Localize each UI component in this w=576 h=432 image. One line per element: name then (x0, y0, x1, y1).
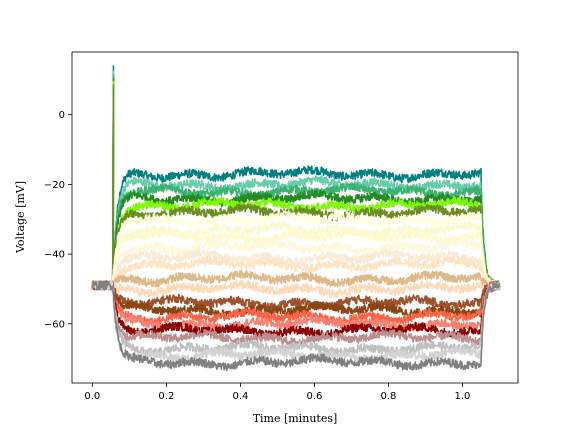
y-tick-label: −20 (44, 180, 65, 191)
y-axis-label: Voltage [mV] (14, 181, 27, 254)
series-line (91, 280, 501, 312)
x-axis-label: Time [minutes] (253, 412, 338, 425)
series-line (91, 269, 501, 291)
x-tick-label: 0.2 (158, 391, 174, 402)
series-layer (91, 65, 501, 372)
series-line (91, 280, 501, 333)
plot-frame (71, 51, 519, 384)
series-line (91, 280, 501, 326)
x-tick-label: 0.4 (232, 391, 248, 402)
series-line (91, 237, 501, 291)
y-tick-label: −60 (44, 319, 65, 330)
series-line (91, 280, 501, 319)
series-line (91, 280, 501, 340)
series-line (91, 210, 501, 291)
x-tick-label: 0.6 (306, 391, 322, 402)
series-line (91, 279, 501, 298)
x-tick-label: 1.0 (455, 391, 471, 402)
x-axis-ticks: 0.0 0.2 0.4 0.6 0.8 1.0 (84, 383, 470, 402)
series-line (91, 65, 500, 290)
y-axis-ticks: 0 −20 −40 −60 (44, 110, 72, 330)
series-line (91, 280, 501, 364)
series-line (91, 255, 501, 295)
y-tick-label: 0 (59, 110, 65, 121)
x-tick-label: 0.0 (84, 391, 100, 402)
x-tick-label: 0.8 (381, 391, 397, 402)
series-line (91, 280, 501, 372)
series-line (91, 227, 501, 291)
y-tick-label: −40 (44, 250, 65, 261)
